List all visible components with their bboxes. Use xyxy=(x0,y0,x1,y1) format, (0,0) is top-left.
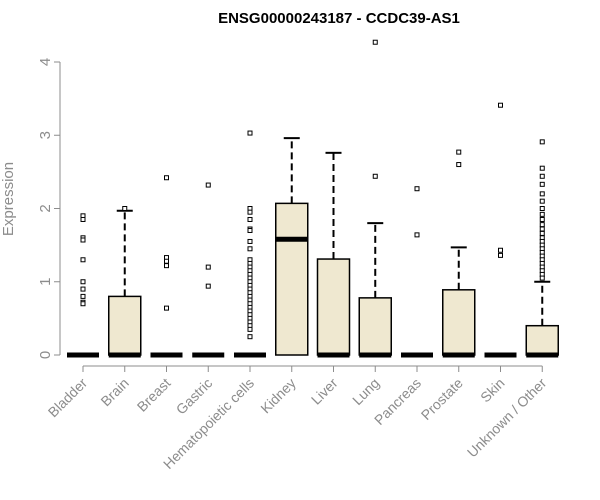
outlier-point xyxy=(539,275,545,281)
outlier-point xyxy=(205,182,211,188)
x-tick-label: Breast xyxy=(134,375,174,415)
outlier-point xyxy=(164,258,169,264)
outlier-point xyxy=(456,149,462,155)
outlier-point xyxy=(498,102,503,108)
outlier-point xyxy=(456,162,462,168)
box-skin xyxy=(484,102,517,358)
outlier-point xyxy=(498,247,503,253)
y-tick-label: 0 xyxy=(37,351,54,359)
outlier-point xyxy=(372,39,378,45)
box-pancreas xyxy=(401,186,433,358)
box-rect xyxy=(275,202,309,356)
outlier-point xyxy=(539,230,545,236)
box-breast xyxy=(150,175,183,358)
box-liver xyxy=(316,151,351,358)
outlier-point xyxy=(164,305,169,311)
x-tick-label: Liver xyxy=(308,375,341,408)
outlier-point xyxy=(539,139,545,145)
outlier-point xyxy=(539,173,545,179)
box-rect xyxy=(108,295,142,356)
outlier-point xyxy=(205,283,211,289)
outlier-point xyxy=(205,264,211,270)
outlier-point xyxy=(247,246,253,252)
box-hematopoietic-cells xyxy=(234,130,266,358)
outlier-point xyxy=(539,165,545,171)
x-tick-label: Bladder xyxy=(45,375,91,421)
outlier-point xyxy=(247,238,253,244)
outlier-point xyxy=(247,216,253,222)
y-tick-label: 3 xyxy=(37,131,54,139)
box-unknown-other xyxy=(525,139,559,358)
outlier-point xyxy=(80,286,86,292)
outlier-point xyxy=(247,227,253,233)
outlier-point xyxy=(122,206,128,211)
outlier-point xyxy=(539,206,545,211)
outlier-point xyxy=(539,222,545,228)
outlier-point xyxy=(164,175,169,181)
x-tick-label: Lung xyxy=(349,375,382,408)
outlier-point xyxy=(539,226,545,232)
outlier-point xyxy=(247,130,253,136)
outlier-point xyxy=(80,279,86,285)
box-prostate xyxy=(442,149,476,358)
outlier-point xyxy=(247,334,253,340)
outlier-point xyxy=(372,173,378,179)
outlier-point xyxy=(247,209,253,215)
outlier-point xyxy=(247,326,253,332)
box-rect xyxy=(358,297,392,356)
y-tick-label: 2 xyxy=(37,204,54,212)
box-lung xyxy=(358,39,392,358)
y-axis: 0 1 2 3 4 xyxy=(37,58,61,359)
box-brain xyxy=(108,206,142,358)
boxes-group xyxy=(67,39,559,358)
outlier-point xyxy=(80,237,86,243)
outlier-point xyxy=(539,198,545,204)
box-rect xyxy=(316,258,351,356)
y-axis-label: Expression xyxy=(0,162,17,236)
outlier-point xyxy=(80,216,86,222)
outlier-point xyxy=(539,181,545,187)
outlier-point xyxy=(539,191,545,197)
box-kidney xyxy=(275,137,309,356)
x-tick-label: Skin xyxy=(477,375,508,406)
box-bladder xyxy=(67,213,99,358)
y-tick-label: 4 xyxy=(37,58,54,66)
outlier-point xyxy=(539,211,545,217)
outlier-point xyxy=(498,252,503,258)
y-tick-label: 1 xyxy=(37,278,54,286)
x-tick-label: Prostate xyxy=(418,375,466,423)
x-tick-label: Kidney xyxy=(257,375,299,417)
outlier-point xyxy=(80,293,86,299)
chart-title: ENSG00000243187 - CCDC39-AS1 xyxy=(218,10,460,27)
x-tick-label: Unknown / Other xyxy=(464,375,550,461)
outlier-point xyxy=(414,186,420,192)
box-rect xyxy=(442,289,476,356)
outlier-point xyxy=(414,232,420,238)
outlier-point xyxy=(80,301,86,307)
outlier-point xyxy=(80,257,86,263)
box-rect xyxy=(525,324,559,356)
outlier-point xyxy=(164,263,169,269)
box-gastric xyxy=(192,182,225,358)
outlier-point xyxy=(539,216,545,222)
x-tick-label: Brain xyxy=(97,375,131,409)
